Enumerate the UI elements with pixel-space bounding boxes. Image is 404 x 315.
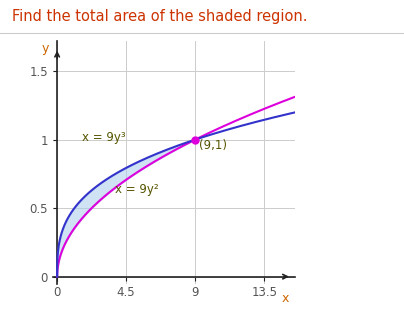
- Text: x = 9y³: x = 9y³: [82, 131, 125, 144]
- Text: Find the total area of the shaded region.: Find the total area of the shaded region…: [12, 9, 307, 25]
- Text: (9,1): (9,1): [199, 139, 227, 152]
- Text: x = 9y²: x = 9y²: [116, 183, 159, 196]
- Text: x: x: [282, 292, 289, 305]
- Text: y: y: [41, 42, 48, 55]
